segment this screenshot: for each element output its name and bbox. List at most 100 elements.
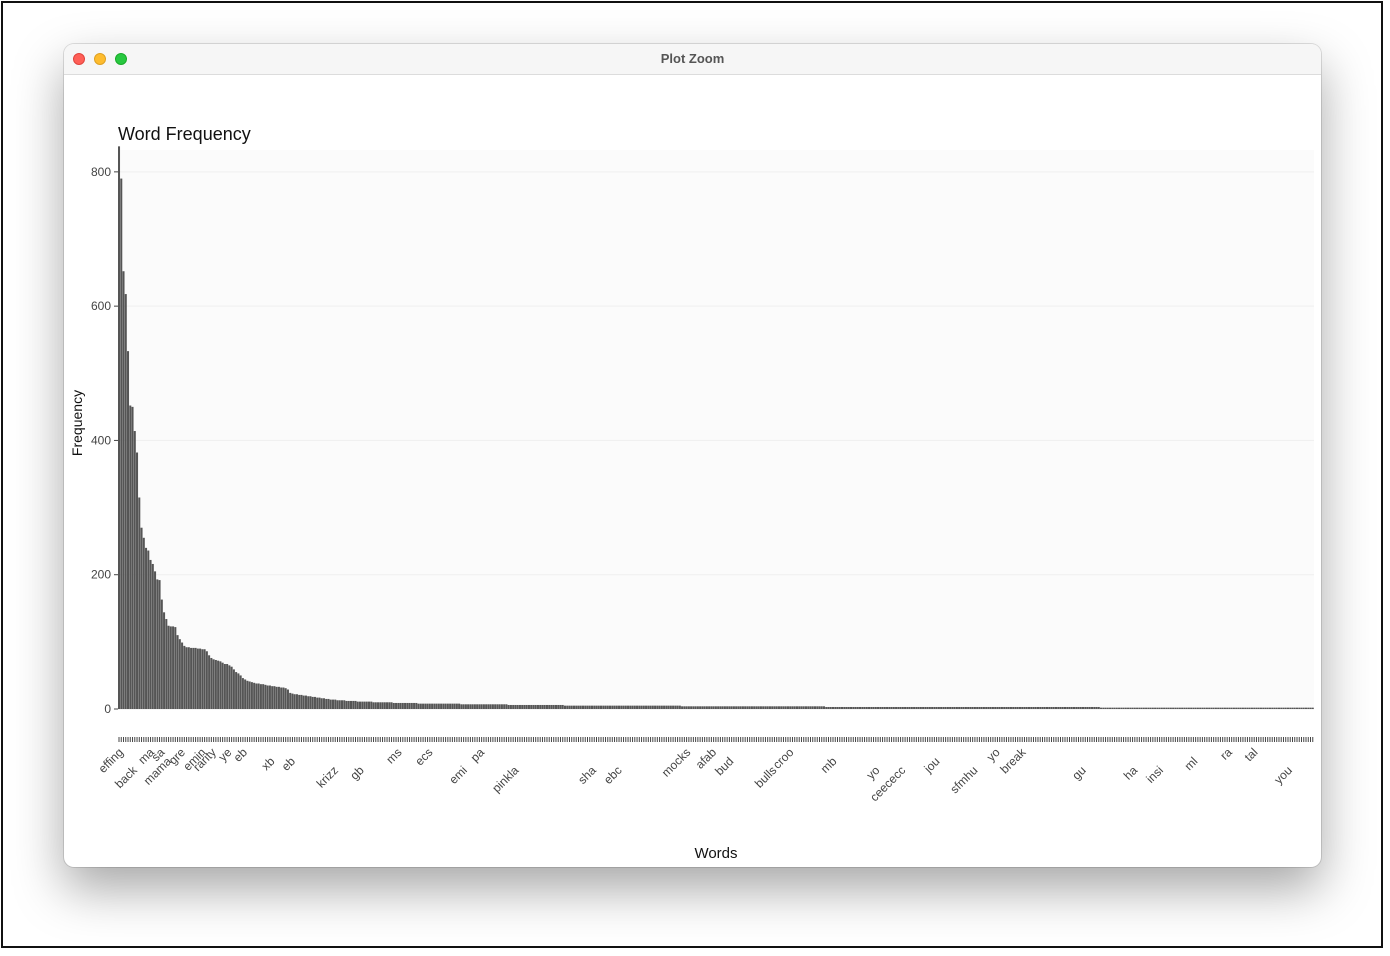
bar — [440, 703, 443, 709]
bar — [732, 706, 735, 709]
bar — [1300, 707, 1303, 709]
bar — [226, 664, 229, 709]
bar — [417, 703, 420, 709]
x-tick-label: xb — [259, 754, 278, 773]
bar — [552, 704, 555, 709]
bar — [138, 497, 141, 709]
bar — [120, 178, 123, 709]
bar — [933, 706, 936, 709]
bar — [322, 698, 325, 709]
bar — [1289, 707, 1292, 709]
bar — [203, 649, 206, 709]
bar — [755, 706, 758, 709]
bar — [428, 703, 431, 709]
bar — [978, 706, 981, 709]
bar — [915, 706, 918, 709]
bar — [1005, 706, 1008, 709]
bar — [183, 645, 186, 709]
bar — [284, 688, 287, 709]
minimize-window-button[interactable] — [94, 53, 106, 65]
bar — [629, 705, 632, 709]
bar — [208, 655, 211, 709]
bar — [937, 706, 940, 709]
bar — [1115, 707, 1118, 709]
close-window-button[interactable] — [73, 53, 85, 65]
bar — [638, 705, 641, 709]
bar — [590, 705, 594, 709]
bar — [854, 706, 857, 709]
bar — [969, 706, 972, 709]
bar — [1304, 707, 1308, 709]
bar — [735, 706, 738, 709]
bar — [1050, 706, 1053, 709]
bar — [721, 706, 724, 709]
bar — [390, 702, 393, 709]
bar — [861, 706, 864, 709]
bar — [730, 706, 733, 709]
bar — [372, 702, 375, 709]
y-axis: 0 200 400 600 800 — [91, 165, 118, 716]
bar — [741, 706, 744, 709]
bar — [881, 706, 884, 709]
bar — [906, 706, 909, 709]
bar — [595, 705, 598, 709]
bar — [449, 703, 452, 709]
bar — [829, 706, 832, 709]
bar — [1104, 707, 1107, 709]
x-tick-label: croo — [770, 745, 797, 772]
bar — [471, 704, 474, 709]
bar — [1039, 706, 1042, 709]
bar — [255, 683, 258, 709]
bar — [309, 696, 312, 709]
bar — [877, 706, 880, 709]
bar — [1070, 706, 1073, 709]
bar — [1007, 706, 1010, 709]
bar — [136, 452, 139, 709]
bar — [753, 706, 756, 709]
bar — [1068, 706, 1071, 709]
bar — [701, 706, 704, 709]
window-titlebar[interactable]: Plot Zoom — [64, 44, 1321, 75]
bar — [759, 706, 762, 709]
bar — [1057, 706, 1060, 709]
bar — [239, 675, 242, 709]
bar — [739, 706, 742, 709]
bar — [996, 706, 999, 709]
bar — [1232, 707, 1235, 709]
bar — [586, 705, 589, 709]
x-tick-label: ebc — [601, 763, 625, 787]
bar — [1217, 707, 1220, 709]
bar — [620, 705, 623, 709]
bar — [187, 647, 190, 709]
bar — [383, 702, 386, 709]
bar — [899, 706, 902, 709]
bar — [1172, 707, 1175, 709]
bar — [994, 706, 997, 709]
bar — [345, 700, 348, 709]
bar — [1273, 707, 1276, 709]
bar — [780, 706, 783, 709]
bar — [1221, 707, 1224, 709]
bar — [1048, 706, 1051, 709]
bar — [1199, 707, 1202, 709]
bar — [509, 704, 512, 709]
bar — [782, 706, 785, 709]
chart-title: Word Frequency — [118, 124, 251, 144]
bar — [302, 695, 305, 709]
y-tick-label: 0 — [104, 702, 111, 716]
bar — [444, 703, 447, 709]
bar — [356, 701, 359, 709]
bar — [645, 705, 648, 709]
bar — [118, 146, 121, 710]
bar — [728, 706, 731, 709]
bar — [228, 665, 231, 709]
bar — [800, 706, 803, 709]
bar — [1302, 707, 1305, 709]
bar — [1264, 707, 1267, 709]
x-tick-label: back — [112, 763, 141, 792]
bar — [768, 706, 771, 709]
bar — [1201, 707, 1204, 709]
bar — [1043, 706, 1046, 709]
bar — [561, 704, 564, 709]
maximize-window-button[interactable] — [115, 53, 127, 65]
